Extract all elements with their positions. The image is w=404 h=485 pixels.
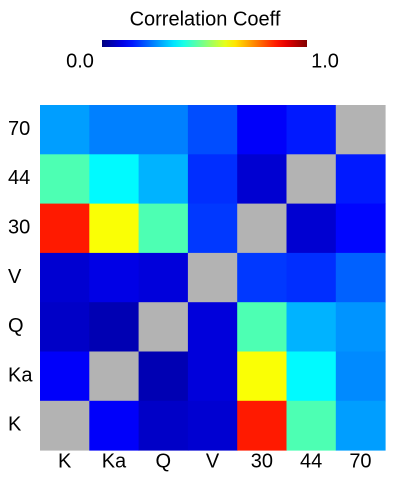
- cell: [138, 105, 189, 155]
- cell: [187, 105, 238, 155]
- cell: [40, 105, 90, 155]
- cell: [187, 203, 238, 254]
- cell: [237, 105, 287, 155]
- cell: [138, 154, 189, 205]
- cell: [286, 302, 337, 352]
- y-tick-label: V: [8, 266, 22, 288]
- cell: [40, 351, 90, 402]
- cell: [237, 351, 287, 402]
- cell: [286, 105, 337, 155]
- cell: [187, 351, 238, 402]
- cell: [286, 252, 337, 303]
- cell: [40, 203, 90, 254]
- empty-cell: [335, 105, 386, 155]
- cell: [237, 302, 287, 352]
- cell: [138, 400, 189, 451]
- cell: [286, 203, 337, 254]
- cell: [286, 400, 337, 451]
- cell: [89, 252, 140, 303]
- cell: [187, 154, 238, 205]
- cell: [40, 302, 90, 352]
- x-tick-label: 70: [349, 450, 371, 472]
- empty-cell: [237, 203, 287, 254]
- cell: [138, 252, 189, 303]
- x-tick-label: 30: [251, 450, 273, 472]
- y-tick-label: K: [8, 414, 22, 436]
- x-tick-label: V: [206, 450, 220, 472]
- cell: [335, 252, 386, 303]
- cell: [89, 302, 140, 352]
- cell: [335, 351, 386, 402]
- cell: [335, 203, 386, 254]
- cell: [89, 400, 140, 451]
- cell: [237, 252, 287, 303]
- cell: [89, 154, 140, 205]
- cell: [138, 351, 189, 402]
- cell: [138, 203, 189, 254]
- cell: [40, 252, 90, 303]
- x-tick-label: Ka: [102, 450, 127, 472]
- empty-cell: [89, 351, 140, 402]
- cell: [237, 154, 287, 205]
- cell: [286, 351, 337, 402]
- colorbar: [102, 40, 307, 47]
- x-tick-label: Q: [155, 450, 171, 472]
- cell: [187, 400, 238, 451]
- cell: [335, 400, 386, 451]
- y-tick-label: Ka: [8, 364, 33, 386]
- empty-cell: [138, 302, 189, 352]
- cell: [40, 154, 90, 205]
- colorbar-tick-label: 1.0: [311, 50, 339, 72]
- cell: [89, 203, 140, 254]
- y-tick-label: 70: [8, 118, 30, 140]
- empty-cell: [187, 252, 238, 303]
- empty-cell: [40, 400, 90, 451]
- cell: [89, 105, 140, 155]
- x-tick-label: K: [58, 450, 72, 472]
- y-tick-label: 30: [8, 217, 30, 239]
- colorbar-title: Correlation Coeff: [130, 8, 281, 30]
- cell: [335, 154, 386, 205]
- colorbar-tick-label: 0.0: [66, 50, 94, 72]
- cell: [187, 302, 238, 352]
- empty-cell: [286, 154, 337, 205]
- y-tick-label: Q: [8, 315, 24, 337]
- cell: [335, 302, 386, 352]
- y-tick-label: 44: [8, 167, 30, 189]
- x-tick-label: 44: [300, 450, 322, 472]
- cell: [237, 400, 287, 451]
